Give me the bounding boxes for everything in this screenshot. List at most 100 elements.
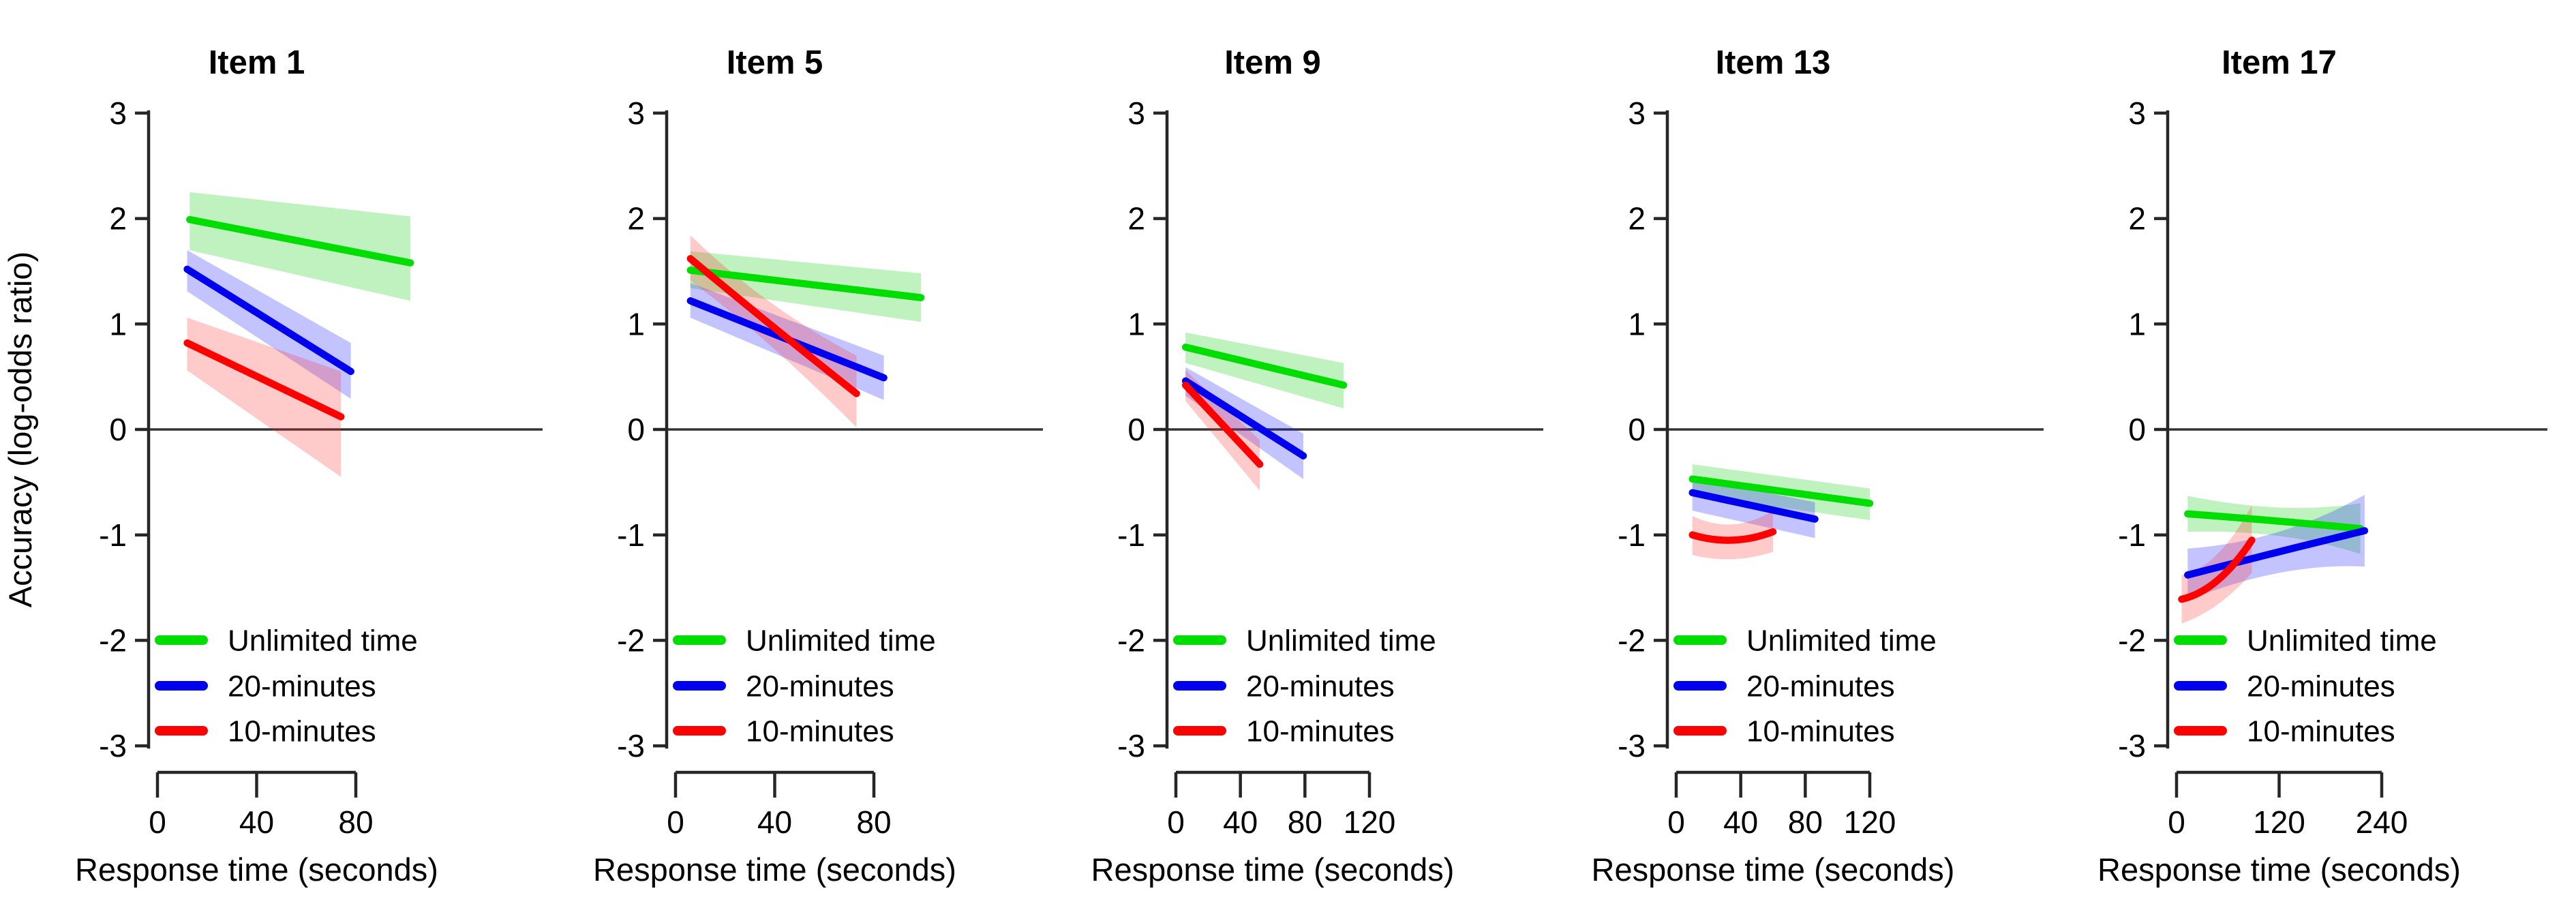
legend-item-unlimited-time: Unlimited time: [1173, 624, 1436, 657]
legend-label-20-minutes: 20-minutes: [1746, 669, 1895, 703]
x-axis-label: Response time (seconds): [1091, 851, 1455, 888]
series-line-20-minutes: [1181, 377, 1307, 459]
series-line-unlimited-time: [1181, 344, 1348, 389]
y-tick-label: 3: [627, 95, 645, 131]
legend-item-10-minutes: 10-minutes: [673, 714, 894, 748]
series-line-unlimited-time: [1688, 475, 1874, 507]
x-tick-label: 240: [2356, 804, 2408, 840]
series-line-20-minutes: [2184, 527, 2369, 579]
panel-item-1: 3 2 1 0 -1 -2 -3 0 40 80 Response time (seconds) It…: [0, 0, 571, 908]
y-tick-label: 1: [109, 306, 127, 342]
series-line-unlimited-time: [686, 267, 925, 301]
y-tick-label: -2: [1618, 623, 1646, 659]
x-tick-label: 120: [1844, 804, 1896, 840]
legend-item-20-minutes: 20-minutes: [2174, 669, 2395, 703]
legend-label-10-minutes: 10-minutes: [228, 714, 376, 748]
panel-title: Item 5: [727, 44, 823, 81]
legend-item-unlimited-time: Unlimited time: [1673, 624, 1937, 657]
series-line-10-minutes: [686, 255, 860, 397]
legend-label-unlimited-time: Unlimited time: [746, 624, 936, 657]
y-tick-label: 2: [1127, 201, 1145, 237]
y-tick-label: 0: [627, 412, 645, 447]
y-tick-label: -2: [2118, 623, 2146, 659]
x-tick-label: 120: [1344, 804, 1396, 840]
x-tick-label: 0: [2168, 804, 2185, 840]
y-tick-label: -1: [99, 517, 127, 553]
panel-title: Item 9: [1224, 44, 1321, 81]
y-tick-label: -3: [617, 728, 645, 763]
y-tick-label: -1: [2118, 517, 2146, 553]
y-tick-label: 1: [627, 306, 645, 342]
legend-label-10-minutes: 10-minutes: [2247, 714, 2395, 748]
series-line-20-minutes: [183, 265, 354, 376]
y-tick-label: 1: [1628, 306, 1646, 342]
confidence-band-20-minutes: [2187, 494, 2365, 601]
legend-item-20-minutes: 20-minutes: [673, 669, 894, 703]
x-tick-label: 80: [1288, 804, 1322, 840]
legend-label-20-minutes: 20-minutes: [228, 669, 376, 703]
series-line-10-minutes: [1181, 381, 1264, 468]
x-tick-label: 40: [239, 804, 274, 840]
panel-item-13: 3 2 1 0 -1 -2 -3 0 40 80 120 Response time (seconds…: [1572, 0, 2072, 908]
x-tick-label: 40: [757, 804, 792, 840]
y-tick-label: 0: [1127, 412, 1145, 447]
y-tick-label: 0: [1628, 412, 1646, 447]
legend-label-20-minutes: 20-minutes: [1246, 669, 1395, 703]
y-tick-label: 1: [1127, 306, 1145, 342]
y-tick-label: -2: [99, 623, 127, 659]
x-axis-label: Response time (seconds): [1592, 851, 1955, 888]
x-tick-label: 0: [1667, 804, 1685, 840]
legend: Unlimited time 20-minutes 10-minutes: [2174, 624, 2437, 748]
legend-label-20-minutes: 20-minutes: [746, 669, 894, 703]
x-tick-label: 80: [1788, 804, 1823, 840]
legend-label-10-minutes: 10-minutes: [746, 714, 894, 748]
legend: Unlimited time 20-minutes 10-minutes: [155, 624, 418, 748]
confidence-band-unlimited-time: [190, 192, 410, 301]
y-tick-label: 0: [2128, 412, 2146, 447]
x-tick-label: 80: [856, 804, 891, 840]
x-tick-label: 80: [338, 804, 373, 840]
legend-item-unlimited-time: Unlimited time: [673, 624, 936, 657]
legend-label-unlimited-time: Unlimited time: [1746, 624, 1937, 657]
y-tick-label: 2: [109, 201, 127, 237]
legend-item-10-minutes: 10-minutes: [2174, 714, 2395, 748]
series-line-10-minutes: [2178, 536, 2256, 603]
x-tick-label: 0: [667, 804, 684, 840]
y-tick-label: 3: [1127, 95, 1145, 131]
legend-label-unlimited-time: Unlimited time: [2247, 624, 2437, 657]
legend-label-unlimited-time: Unlimited time: [228, 624, 418, 657]
x-tick-label: 120: [2253, 804, 2305, 840]
series-line-unlimited-time: [186, 215, 414, 267]
x-tick-label: 0: [1167, 804, 1185, 840]
x-axis-label: Response time (seconds): [593, 851, 956, 888]
y-tick-label: 0: [109, 412, 127, 447]
x-tick-label: 40: [1723, 804, 1758, 840]
y-tick-label: 2: [627, 201, 645, 237]
series-line-10-minutes: [1688, 528, 1777, 544]
y-tick-label: 3: [2128, 95, 2146, 131]
legend-label-20-minutes: 20-minutes: [2247, 669, 2395, 703]
y-tick-label: 3: [1628, 95, 1646, 131]
y-tick-label: -1: [617, 517, 645, 553]
confidence-band-10-minutes: [1692, 511, 1773, 560]
legend-item-10-minutes: 10-minutes: [155, 714, 376, 748]
y-tick-label: -2: [617, 623, 645, 659]
legend-item-10-minutes: 10-minutes: [1673, 714, 1895, 748]
y-tick-label: 2: [1628, 201, 1646, 237]
confidence-band-unlimited-time: [1185, 332, 1344, 409]
legend-item-10-minutes: 10-minutes: [1173, 714, 1395, 748]
legend-label-10-minutes: 10-minutes: [1746, 714, 1895, 748]
x-tick-label: 0: [149, 804, 166, 840]
x-axis-label: Response time (seconds): [2097, 851, 2461, 888]
panel-title: Item 17: [2222, 44, 2337, 81]
y-tick-label: -3: [1117, 728, 1145, 763]
x-axis-label: Response time (seconds): [75, 851, 438, 888]
panel-title: Item 1: [209, 44, 305, 81]
y-tick-label: -3: [1618, 728, 1646, 763]
legend-item-20-minutes: 20-minutes: [1673, 669, 1895, 703]
y-tick-label: -1: [1117, 517, 1145, 553]
y-axis-label: Accuracy (log-odds ratio): [2, 252, 38, 607]
legend: Unlimited time 20-minutes 10-minutes: [1173, 624, 1436, 748]
panel-item-17: 3 2 1 0 -1 -2 -3 0 120 240 Response time (seconds)…: [2072, 0, 2576, 908]
y-tick-label: 3: [109, 95, 127, 131]
